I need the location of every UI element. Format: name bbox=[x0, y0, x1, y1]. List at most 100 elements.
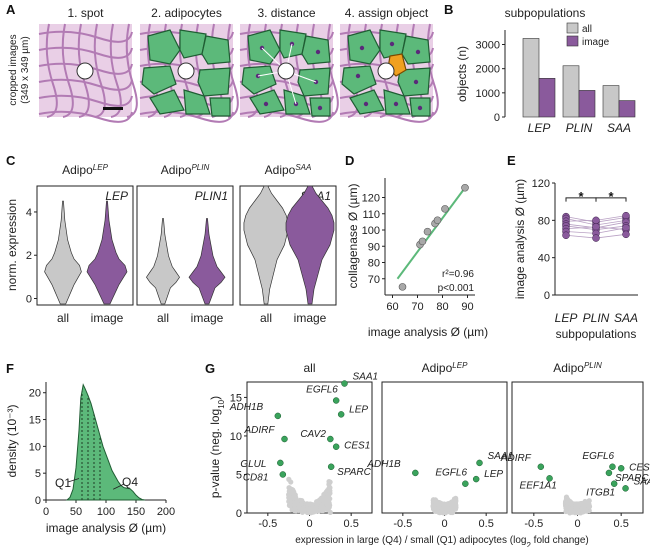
panelD-xtick-label: 60 bbox=[386, 301, 398, 313]
adipocyte-outline bbox=[201, 35, 231, 65]
adipocyte-outline bbox=[241, 65, 277, 95]
panelB-xtick-label: SAA bbox=[607, 121, 631, 135]
panelG-gene-point bbox=[314, 499, 320, 505]
panelG-gene-point bbox=[575, 508, 581, 515]
panel-letter-f: F bbox=[6, 361, 14, 376]
panelG-highlight-point bbox=[462, 480, 469, 487]
panelC-xtick-label: all bbox=[57, 311, 69, 325]
centroid-dot bbox=[393, 101, 399, 107]
panelG-xlabel: expression in large (Q4) / small (Q1) ad… bbox=[295, 535, 588, 547]
panelA-ylabel-size: (349 x 349 µm) bbox=[20, 36, 31, 103]
membrane bbox=[125, 23, 138, 118]
panelE-point bbox=[622, 224, 630, 232]
panelG-highlight-point bbox=[274, 412, 282, 420]
panelG-highlight-point bbox=[332, 397, 340, 404]
panelE-point bbox=[562, 231, 570, 240]
centroid-dot bbox=[363, 101, 369, 107]
panelC-xtick-label: image bbox=[191, 311, 224, 325]
panelD-r2: r²=0.96 bbox=[442, 269, 474, 280]
panelE-ylabel: image analysis Ø (µm) bbox=[513, 179, 527, 299]
panelB-bar-all-LEP bbox=[522, 38, 540, 118]
panelE-point bbox=[592, 234, 600, 242]
panelD-ytick-label: 110 bbox=[362, 209, 380, 221]
panelG-gene-label: LEP bbox=[484, 469, 503, 480]
panelG-gene-point bbox=[327, 488, 333, 494]
panelG-highlight-point bbox=[281, 435, 288, 443]
panelF-q4-arrow bbox=[113, 483, 125, 490]
panelG-gene-label: EEF1A1 bbox=[520, 480, 557, 491]
panelD-ytick-label: 90 bbox=[368, 241, 380, 253]
centroid-dot bbox=[417, 105, 423, 111]
panel-letter-c: C bbox=[6, 153, 16, 168]
panelG-highlight-point bbox=[472, 475, 480, 483]
panelE-point bbox=[592, 216, 600, 225]
panelD-ytick-label: 70 bbox=[368, 274, 380, 286]
panelG-gene-point bbox=[318, 504, 324, 510]
panelE-ytick-label: 120 bbox=[532, 178, 550, 190]
adipocyte-outline bbox=[247, 29, 281, 65]
panelG-gene-point bbox=[433, 501, 439, 507]
panelG-gene-label: CES1 bbox=[629, 462, 650, 473]
panelF-ytick-label: 20 bbox=[29, 388, 41, 400]
panel-letter-b: B bbox=[444, 2, 453, 17]
panelG-highlight-point bbox=[327, 435, 334, 443]
adipocyte-outline bbox=[149, 89, 185, 115]
panelG-title: AdipoPLIN bbox=[553, 361, 602, 376]
panelG-xtick-label: 0.5 bbox=[344, 518, 359, 530]
panelC-violin-image bbox=[285, 185, 335, 305]
panelB-bar-image-PLIN bbox=[578, 90, 596, 118]
panelG-gene-point bbox=[307, 501, 313, 507]
panelG-gene-label: ADH1B bbox=[366, 459, 401, 470]
panelF-density-area bbox=[65, 383, 146, 501]
panelG-ytick-label: 5 bbox=[236, 469, 242, 481]
panelG-gene-label: SPARC bbox=[337, 467, 371, 478]
adipocyte-outline bbox=[249, 89, 285, 115]
panelE-point bbox=[592, 223, 600, 231]
panelG-highlight-point bbox=[605, 469, 613, 477]
panelG-gene-label: CAV2 bbox=[300, 429, 326, 440]
panelG-highlight-point bbox=[537, 463, 545, 471]
panelG-gene-label: ADIRF bbox=[244, 425, 276, 436]
adipocyte-outline bbox=[383, 89, 411, 115]
adipocyte-outline bbox=[347, 29, 381, 65]
panelG-xtick-label: 0 bbox=[306, 518, 312, 530]
panelE-xlabel: subpopulations bbox=[556, 327, 637, 341]
panelC-violin-all bbox=[146, 218, 180, 305]
panelG-title: all bbox=[303, 361, 315, 375]
panelD-ytick-label: 120 bbox=[362, 193, 380, 205]
panelA-tile-2 bbox=[139, 23, 239, 123]
panelC-frame bbox=[136, 185, 234, 306]
panelG-highlight-point bbox=[327, 463, 335, 471]
membrane bbox=[38, 78, 133, 91]
adipocyte-outline bbox=[341, 65, 377, 95]
panelA-tile-1 bbox=[38, 23, 138, 123]
panelF-xtick-label: 0 bbox=[43, 506, 49, 518]
panelB-legend-swatch bbox=[566, 22, 579, 34]
membrane bbox=[38, 110, 133, 123]
panelG-xtick-label: 0 bbox=[574, 518, 580, 530]
panelG-gene-point bbox=[293, 500, 299, 506]
panelG-gene-point bbox=[291, 506, 297, 513]
panelF-ytick-label: 0 bbox=[35, 495, 41, 507]
panelE-sig-star: * bbox=[608, 189, 614, 204]
spot-marker bbox=[76, 62, 94, 80]
panelG-highlight-point bbox=[476, 459, 483, 467]
panelD-xtick-label: 80 bbox=[436, 301, 448, 313]
panelC-gene-label: LEP bbox=[105, 189, 128, 203]
panelG-gene-label: LEP bbox=[349, 404, 368, 415]
panelG-highlight-point bbox=[337, 411, 345, 418]
panelC-frame bbox=[36, 185, 134, 306]
membrane bbox=[38, 94, 133, 107]
panelD-xtick-label: 70 bbox=[411, 301, 423, 313]
panelG-gene-point bbox=[434, 506, 440, 512]
adipocyte-outline bbox=[401, 35, 431, 65]
panelB-title: subpopulations bbox=[505, 6, 586, 20]
centroid-dot bbox=[413, 79, 419, 85]
panelG-gene-label: CD81 bbox=[243, 472, 269, 483]
centroid-dot bbox=[315, 49, 321, 55]
membrane bbox=[93, 23, 106, 118]
panelB-xtick-label: LEP bbox=[528, 121, 551, 135]
panelG-gene-point bbox=[313, 507, 319, 513]
centroid-dot bbox=[289, 41, 295, 47]
panelA-step-title: 1. spot bbox=[67, 6, 104, 20]
